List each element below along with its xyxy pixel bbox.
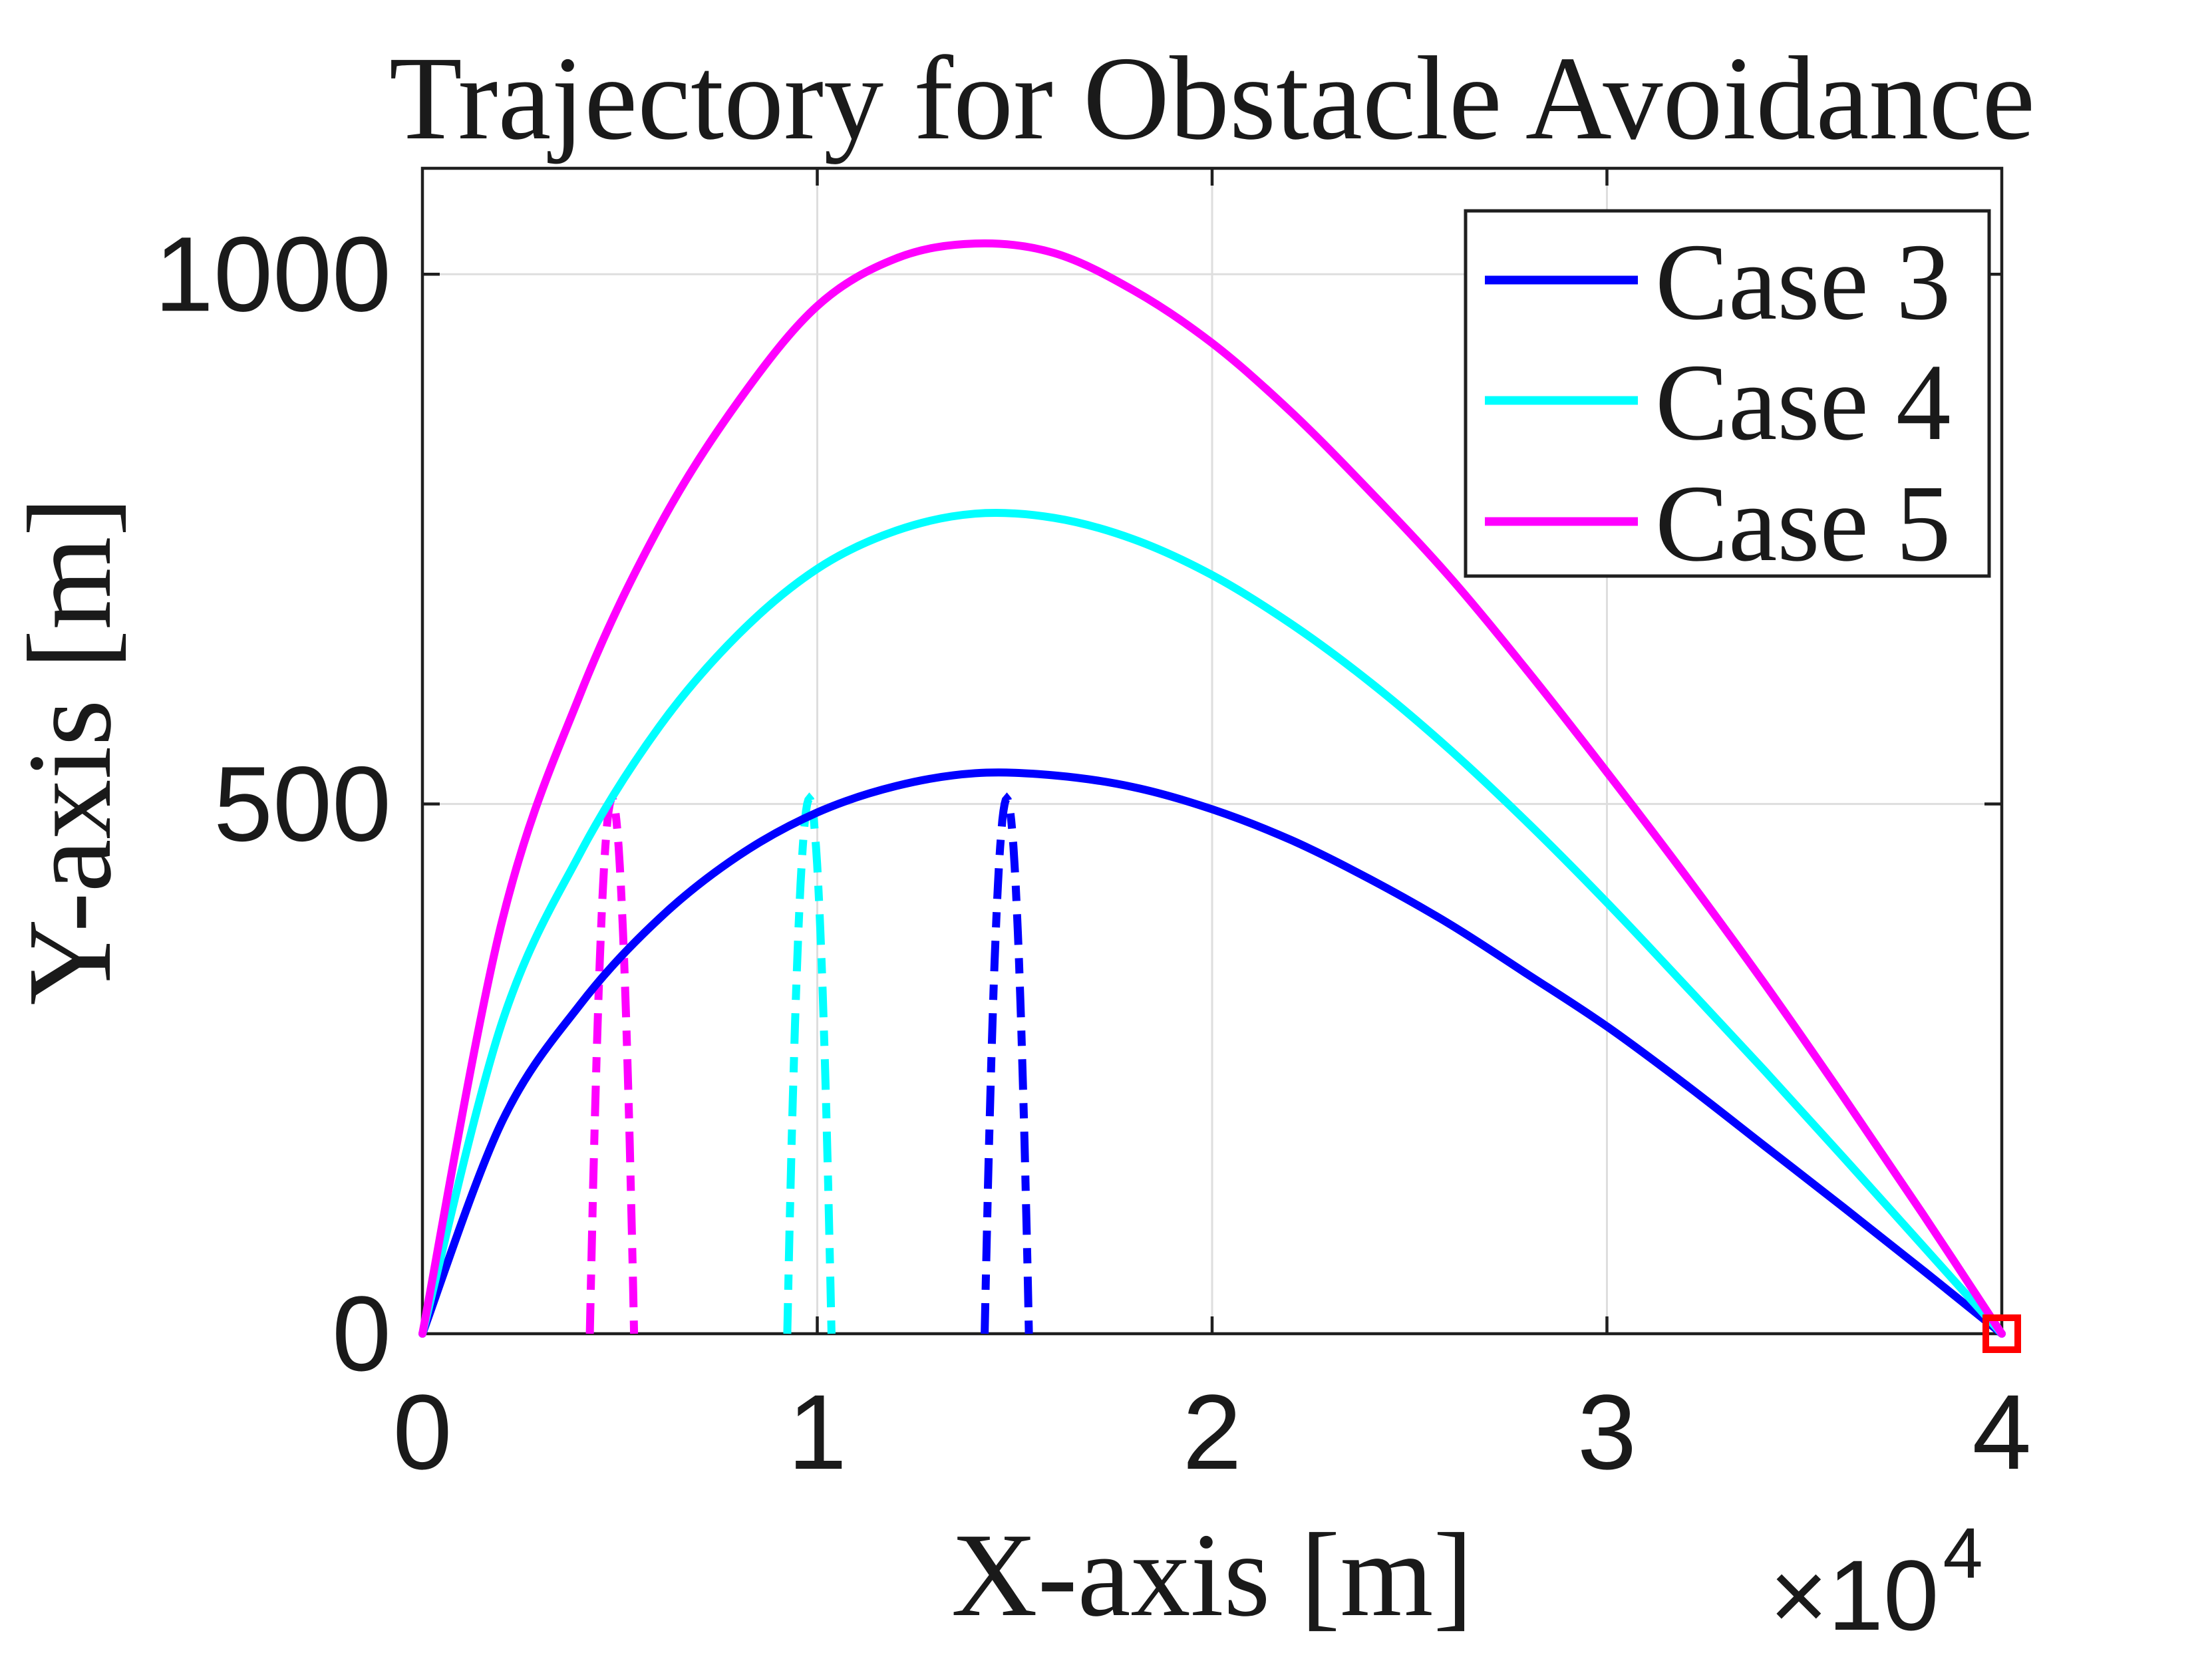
legend-entry-case-3: Case 3 <box>1485 221 1951 343</box>
multiplier-base: ×10 <box>1770 1539 1939 1651</box>
trajectory-case-4 <box>418 508 2006 1338</box>
legend-label-case-5: Case 5 <box>1655 462 1951 584</box>
x-tick-label-0: 0 <box>393 1372 452 1491</box>
x-tick-label-1: 1 <box>788 1372 847 1491</box>
data-layer <box>418 239 2021 1353</box>
trajectory-case-5 <box>418 239 2006 1338</box>
legend-label-case-4: Case 4 <box>1655 341 1951 463</box>
legend-entry-case-5: Case 5 <box>1485 462 1951 584</box>
end-point-marker <box>1982 1314 2021 1353</box>
tick-marks-layer <box>422 168 2002 1334</box>
legend: Case 3 Case 4 Case 5 <box>1464 209 1991 584</box>
y-axis-label: Y-axis [m] <box>3 497 136 1006</box>
x-tick-label-2: 2 <box>1183 1372 1242 1491</box>
x-axis-multiplier: ×104 <box>1770 1513 1983 1651</box>
legend-label-case-3: Case 3 <box>1655 221 1951 343</box>
tick-labels-layer: 0 1 2 3 4 0 500 1000 <box>154 214 2031 1491</box>
x-axis-label: X-axis [m] <box>951 1509 1474 1641</box>
y-tick-label-0: 0 <box>332 1274 391 1393</box>
legend-entry-case-4: Case 4 <box>1485 341 1951 463</box>
x-tick-label-4: 4 <box>1973 1372 2032 1491</box>
legend-box <box>1464 209 1991 578</box>
obstacle-outline-case-3 <box>981 792 1033 1334</box>
multiplier-exponent: 4 <box>1943 1513 1982 1593</box>
y-tick-label-500: 500 <box>214 744 391 863</box>
plot-title: Trajectory for Obstacle Avoidance <box>389 32 2035 164</box>
trajectory-case-3 <box>418 768 2006 1338</box>
obstacle-outline-case-4 <box>783 792 836 1334</box>
x-tick-label-3: 3 <box>1577 1372 1637 1491</box>
y-tick-label-1000: 1000 <box>154 214 391 333</box>
